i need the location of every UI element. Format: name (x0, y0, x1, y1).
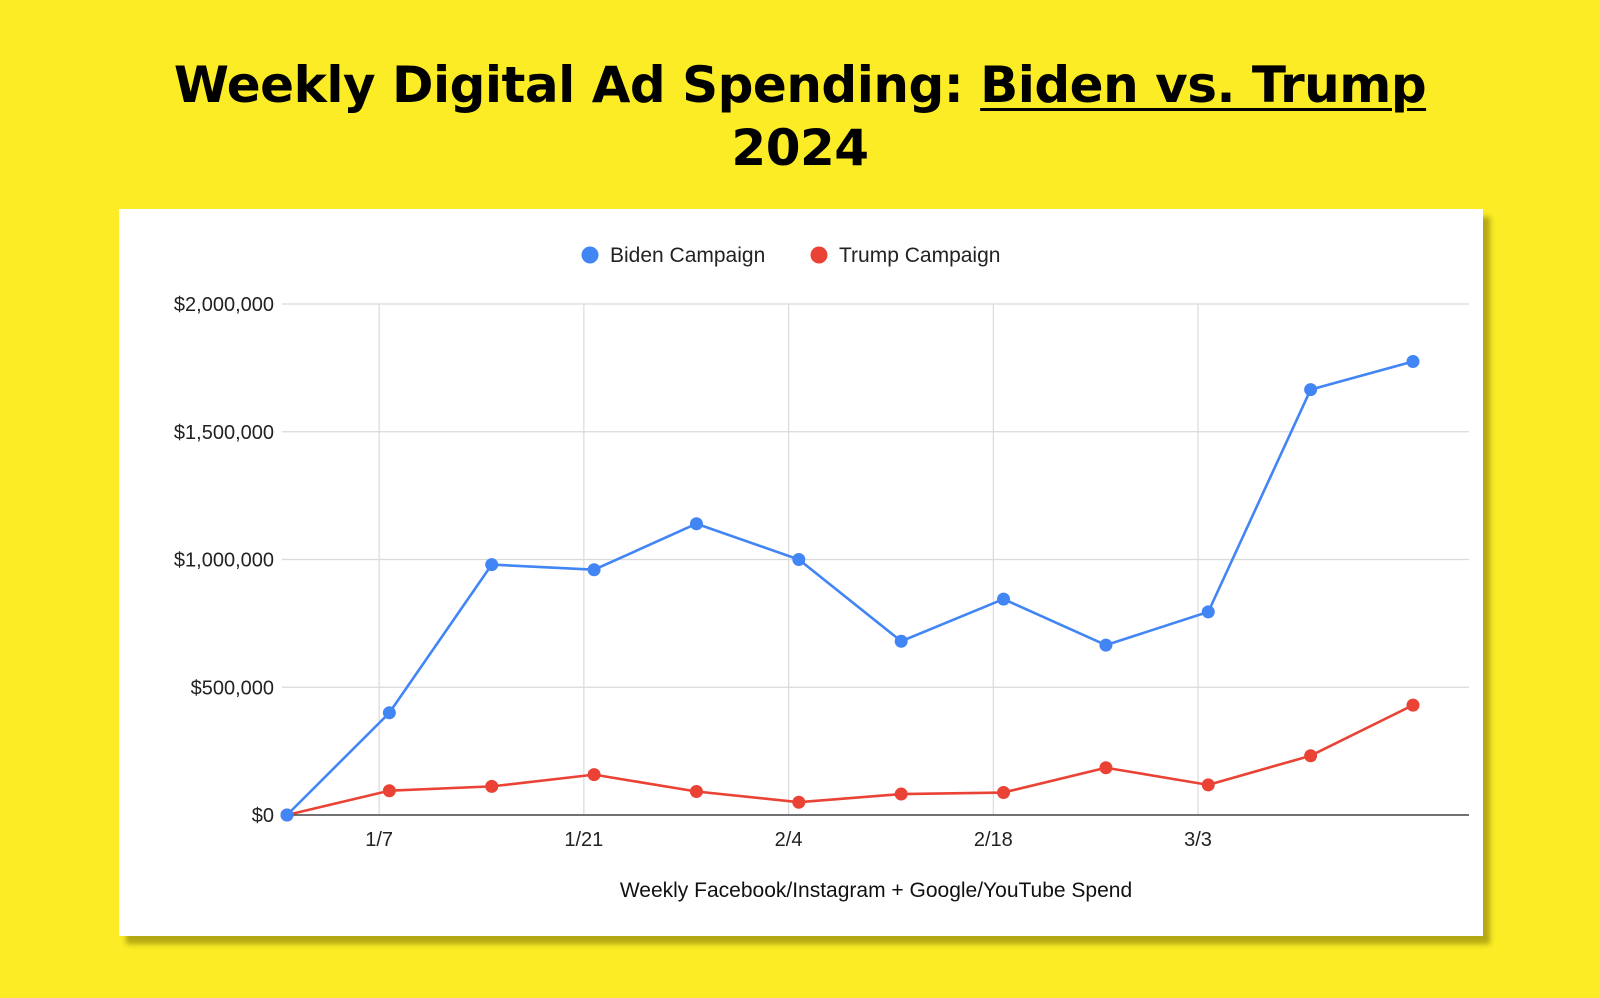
x-tick-label: 2/18 (974, 829, 1013, 851)
data-point (1304, 383, 1318, 397)
data-point (689, 784, 703, 798)
x-tick-label: 2/4 (775, 829, 803, 851)
data-point (1406, 698, 1420, 712)
y-tick-label: $1,000,000 (174, 550, 274, 572)
x-tick-label: 1/7 (365, 829, 393, 851)
data-point (894, 787, 908, 801)
data-point (1201, 778, 1215, 792)
series-trump-campaign (280, 698, 1420, 822)
series-layer (280, 354, 1420, 822)
data-point (997, 786, 1011, 800)
data-point (485, 558, 499, 572)
legend: Biden Campaign Trump Campaign (581, 244, 1000, 267)
title-year: 2024 (731, 119, 869, 177)
x-axis-title: Weekly Facebook/Instagram + Google/YouTu… (620, 879, 1132, 902)
data-point (587, 768, 601, 782)
chart-card: $0 $500,000 $1,000,000 $1,500,000 $2,000,000… (119, 209, 1483, 936)
data-point (280, 808, 294, 822)
data-point (1099, 761, 1113, 775)
legend-marker (810, 246, 828, 264)
title-prefix: Weekly Digital Ad Spending: (173, 56, 981, 114)
data-point (587, 563, 601, 577)
y-tick-label: $1,500,000 (174, 422, 274, 444)
grid-lines (282, 303, 1469, 815)
y-tick-label: $500,000 (191, 677, 274, 699)
data-point (997, 592, 1011, 606)
page-title: Weekly Digital Ad Spending: Biden vs. Tr… (150, 54, 1450, 180)
title-highlight: Biden vs. Trump (980, 56, 1427, 114)
data-point (382, 706, 396, 720)
y-tick-label: $0 (252, 805, 274, 827)
series-biden-campaign (280, 354, 1420, 822)
data-point (1099, 638, 1113, 652)
data-point (689, 517, 703, 531)
data-point (792, 553, 806, 566)
y-tick-label: $2,000,000 (174, 294, 274, 316)
data-point (1406, 354, 1420, 368)
line-chart: $0 $500,000 $1,000,000 $1,500,000 $2,000,000… (174, 244, 1469, 902)
data-point (485, 779, 499, 793)
y-axis-ticks: $0 $500,000 $1,000,000 $1,500,000 $2,000,000 (174, 294, 274, 827)
series-line (286, 703, 1414, 817)
x-axis-ticks: 1/7 1/21 2/4 2/18 3/3 (365, 829, 1212, 851)
data-point (1201, 605, 1215, 619)
x-tick-label: 3/3 (1184, 829, 1212, 851)
legend-marker (581, 246, 599, 264)
data-point (894, 634, 908, 648)
data-point (792, 795, 806, 809)
series-line (286, 360, 1414, 816)
x-tick-label: 1/21 (564, 829, 603, 851)
legend-label: Trump Campaign (839, 244, 1000, 267)
legend-label: Biden Campaign (610, 244, 765, 267)
data-point (1304, 749, 1318, 763)
data-point (382, 784, 396, 798)
